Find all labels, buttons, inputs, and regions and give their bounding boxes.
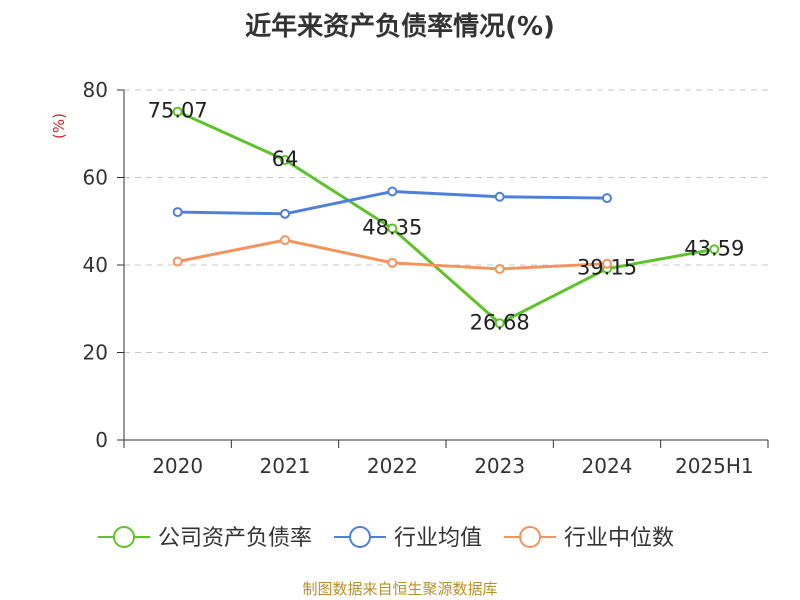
data-point	[602, 193, 612, 204]
data-point	[172, 207, 183, 218]
x-tick-label: 2022	[367, 454, 418, 478]
legend-marker	[113, 526, 135, 548]
data-point	[172, 106, 183, 117]
data-point	[387, 223, 398, 234]
y-tick-label: 80	[83, 78, 108, 102]
x-tick-label: 2025H1	[675, 454, 754, 478]
data-point	[494, 191, 505, 202]
legend-label: 行业中位数	[564, 526, 674, 551]
data-label: 75.07	[148, 99, 208, 123]
series-line-1	[177, 110, 715, 325]
data-point	[387, 186, 398, 197]
x-tick-label: 2021	[260, 454, 311, 478]
source-note: 制图数据来自恒生聚源数据库	[302, 580, 498, 598]
data-label: 26.68	[470, 310, 530, 334]
data-point	[280, 208, 290, 219]
data-point	[280, 235, 290, 246]
data-point	[172, 256, 183, 267]
legend-label: 行业均值	[394, 526, 482, 551]
legend-marker	[349, 526, 372, 548]
legend-label: 公司资产负债率	[158, 526, 312, 551]
x-tick-label: 2020	[152, 454, 203, 478]
data-point	[602, 258, 612, 269]
data-label: 48.35	[362, 215, 422, 239]
chart-title: 近年来资产负债率情况(%)	[245, 12, 555, 42]
x-tick-label: 2024	[582, 454, 633, 478]
data-label: 64	[272, 147, 299, 171]
data-point	[494, 318, 505, 329]
y-tick-label: 20	[83, 341, 108, 365]
data-point	[494, 263, 505, 274]
x-tick-label: 2023	[474, 454, 525, 478]
legend-marker	[519, 526, 542, 548]
y-tick-label: 0	[95, 428, 108, 452]
y-tick-label: 60	[83, 166, 108, 190]
data-point	[709, 244, 720, 255]
y-tick-label: 40	[83, 253, 108, 277]
data-label: 39.15	[577, 256, 637, 280]
data-point	[387, 257, 398, 268]
data-point	[280, 155, 290, 165]
data-label: 43.59	[684, 236, 744, 260]
y-axis-label: (%)	[50, 113, 68, 139]
